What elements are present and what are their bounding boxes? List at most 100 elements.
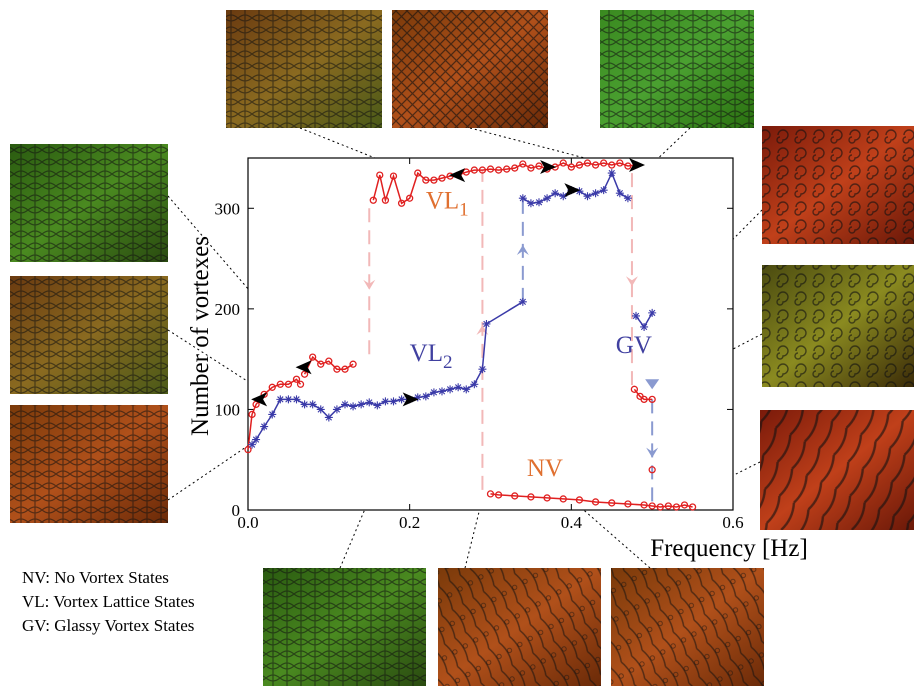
data-point [616, 159, 624, 167]
direction-arrow [449, 168, 466, 183]
data-point [518, 297, 527, 306]
thumbnail-right-2 [762, 265, 914, 387]
data-point [559, 159, 567, 167]
data-point [268, 383, 276, 391]
y-tick-label: 100 [215, 400, 241, 419]
data-point [656, 503, 664, 511]
data-point [607, 169, 616, 178]
data-point [357, 400, 366, 409]
thumbnail-left-3 [10, 405, 168, 523]
data-point [632, 311, 640, 320]
data-point [470, 166, 478, 174]
data-point [680, 501, 689, 509]
data-point [600, 159, 608, 167]
data-point [308, 400, 317, 409]
thumbnail-right-1 [762, 126, 914, 244]
gv-arrow [645, 379, 660, 390]
data-point [324, 413, 333, 422]
thumbnail-bottom-2 [438, 568, 601, 686]
annotation-subscript: 1 [459, 199, 469, 220]
data-point [470, 380, 479, 389]
data-point [268, 410, 277, 419]
data-point [296, 380, 305, 388]
state-legend: NV: No Vortex States VL: Vortex Lattice … [22, 566, 195, 638]
data-point [300, 370, 309, 378]
x-tick-label: 0.6 [722, 513, 743, 532]
annotation-vl1: VL1 [426, 187, 469, 220]
thumbnail-top-3 [600, 10, 754, 128]
plot-area [247, 157, 734, 511]
data-point [608, 499, 616, 507]
data-point [381, 196, 390, 204]
data-point [478, 365, 487, 374]
data-point [300, 400, 309, 409]
data-point [648, 466, 656, 474]
y-tick-label: 200 [215, 300, 241, 319]
data-point [438, 387, 446, 396]
data-point [648, 502, 656, 510]
data-point [624, 162, 632, 170]
data-point [478, 166, 487, 174]
data-point [333, 365, 341, 373]
direction-arrow [629, 158, 645, 173]
data-point [688, 503, 697, 511]
data-point [454, 383, 463, 392]
data-point [591, 498, 600, 506]
x-tick-label: 0.4 [561, 513, 583, 532]
data-point [397, 199, 406, 207]
data-point [519, 160, 527, 168]
data-point [389, 397, 398, 406]
x-axis-label: Frequency [Hz] [650, 535, 808, 562]
transition-arrowhead [516, 245, 529, 256]
annotation-vl2: VL2 [410, 340, 453, 373]
annotation-text: NV [527, 455, 563, 482]
data-point [284, 395, 293, 404]
data-point [486, 490, 495, 498]
thumbnail-left-2 [10, 276, 168, 394]
data-point [406, 194, 414, 202]
data-point [630, 385, 639, 393]
direction-arrow [295, 360, 312, 375]
annotation-nv: NV [527, 455, 563, 482]
data-point [559, 192, 568, 201]
data-point [518, 194, 527, 203]
data-point [608, 161, 616, 169]
data-point [260, 422, 269, 431]
y-tick-label: 0 [232, 501, 241, 520]
data-point [421, 392, 430, 401]
thumbnail-bottom-1 [263, 568, 426, 686]
data-point [527, 164, 535, 172]
data-point [446, 385, 455, 394]
data-point [511, 492, 519, 500]
data-point [575, 496, 584, 504]
data-point [244, 446, 252, 454]
data-point [640, 322, 649, 331]
thumbnail-right-3 [760, 410, 914, 530]
x-tick-label: 0.0 [237, 513, 258, 532]
annotation-subscript: 2 [443, 352, 453, 373]
data-point [494, 491, 503, 499]
data-point [381, 397, 390, 406]
data-point [248, 410, 256, 419]
data-point [624, 500, 632, 508]
data-point [648, 395, 656, 404]
micrograph-thumbnails [10, 10, 914, 686]
data-point [422, 176, 430, 184]
data-point [575, 187, 584, 196]
data-point [583, 159, 592, 167]
data-point [559, 495, 567, 503]
direction-arrow [564, 183, 581, 198]
data-point [389, 172, 398, 180]
data-point [543, 494, 551, 502]
data-point [276, 380, 284, 388]
transition-arrows [363, 170, 659, 506]
data-point [599, 186, 608, 195]
data-point [640, 395, 648, 404]
data-point [575, 161, 584, 169]
data-point [309, 353, 317, 361]
annotation-text: VL [410, 340, 443, 367]
data-point [672, 503, 681, 511]
data-point [526, 199, 535, 208]
transition-arrowhead [625, 276, 638, 287]
